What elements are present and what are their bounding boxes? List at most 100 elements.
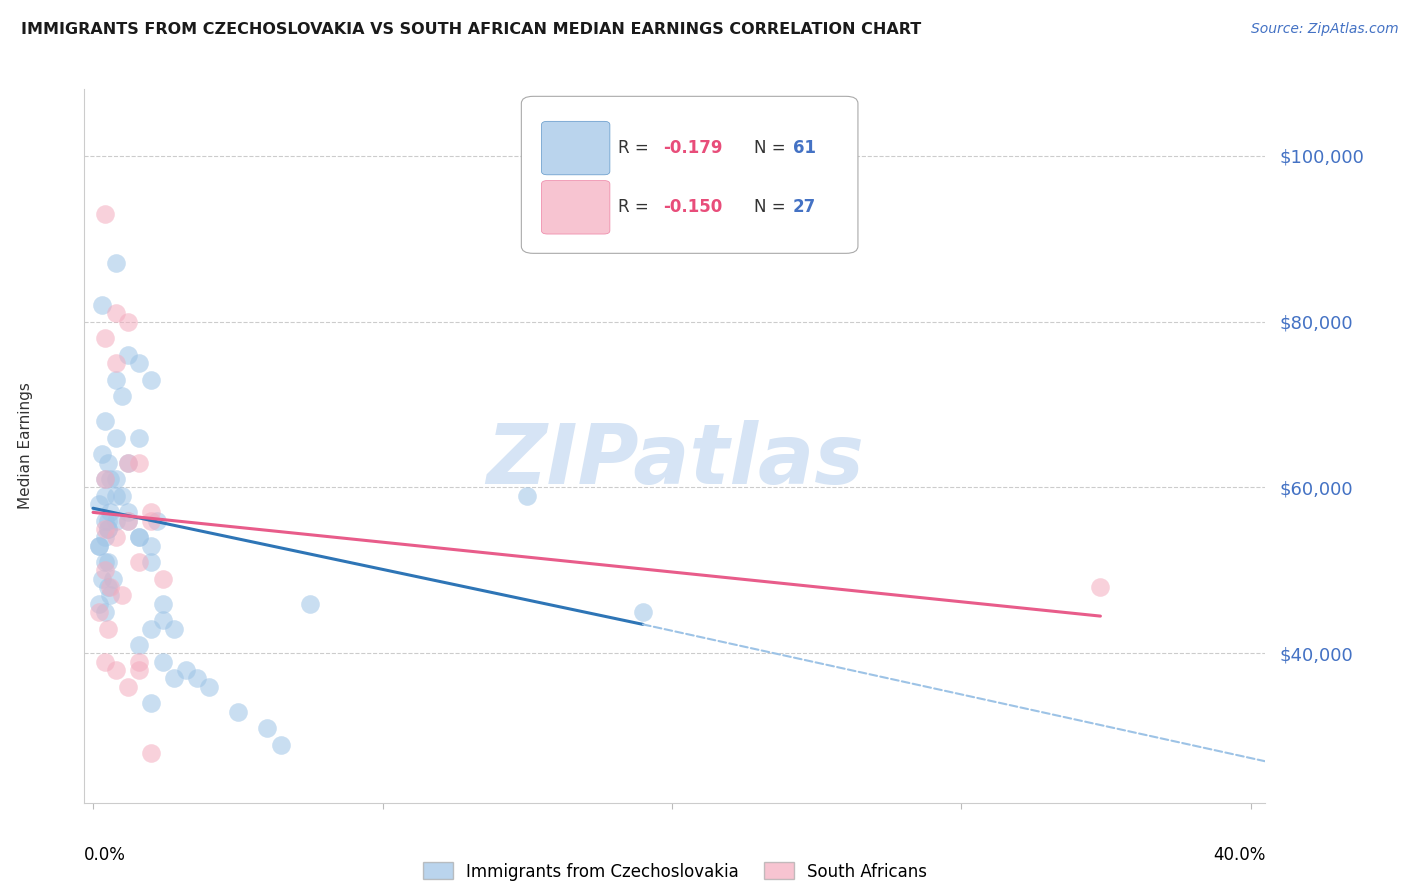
Point: [93, 564, 115, 578]
Point: [128, 530, 150, 544]
FancyBboxPatch shape: [541, 121, 610, 175]
Point: [152, 613, 174, 627]
Point: [299, 597, 322, 611]
Point: [96, 580, 118, 594]
Point: [152, 597, 174, 611]
Point: [93, 514, 115, 528]
Point: [111, 489, 134, 503]
Point: [198, 680, 221, 694]
Point: [87, 605, 110, 619]
Point: [117, 514, 139, 528]
Point: [105, 530, 128, 544]
Text: N =: N =: [754, 198, 792, 216]
Text: ZIPatlas: ZIPatlas: [486, 420, 863, 500]
Point: [100, 505, 122, 519]
Point: [256, 721, 278, 735]
Point: [145, 514, 167, 528]
Text: -0.179: -0.179: [664, 139, 723, 157]
Point: [105, 431, 128, 445]
Text: -0.150: -0.150: [664, 198, 723, 216]
Point: [93, 489, 115, 503]
Point: [93, 605, 115, 619]
Text: N =: N =: [754, 139, 792, 157]
Text: R =: R =: [619, 198, 654, 216]
Text: 0.0%: 0.0%: [84, 846, 127, 863]
Text: 61: 61: [793, 139, 815, 157]
FancyBboxPatch shape: [522, 96, 858, 253]
Point: [186, 671, 208, 685]
Point: [128, 663, 150, 677]
Point: [103, 572, 125, 586]
Text: R =: R =: [619, 139, 654, 157]
Point: [270, 738, 292, 752]
Point: [128, 638, 150, 652]
Point: [100, 588, 122, 602]
Point: [139, 505, 162, 519]
Point: [93, 472, 115, 486]
Point: [117, 314, 139, 328]
Point: [139, 696, 162, 710]
Point: [96, 514, 118, 528]
Point: [117, 348, 139, 362]
Point: [90, 447, 112, 461]
Point: [105, 472, 128, 486]
Point: [90, 298, 112, 312]
Point: [174, 663, 197, 677]
Point: [100, 472, 122, 486]
Point: [111, 389, 134, 403]
Point: [111, 588, 134, 602]
Point: [87, 597, 110, 611]
Point: [163, 671, 186, 685]
Text: IMMIGRANTS FROM CZECHOSLOVAKIA VS SOUTH AFRICAN MEDIAN EARNINGS CORRELATION CHAR: IMMIGRANTS FROM CZECHOSLOVAKIA VS SOUTH …: [21, 22, 921, 37]
Point: [117, 456, 139, 470]
Point: [139, 539, 162, 553]
FancyBboxPatch shape: [541, 180, 610, 234]
Point: [128, 530, 150, 544]
Point: [105, 256, 128, 270]
Point: [516, 489, 538, 503]
Point: [93, 522, 115, 536]
Legend: Immigrants from Czechoslovakia, South Africans: Immigrants from Czechoslovakia, South Af…: [416, 855, 934, 888]
Point: [96, 555, 118, 569]
Point: [139, 373, 162, 387]
Point: [93, 414, 115, 428]
Point: [128, 655, 150, 669]
Point: [128, 456, 150, 470]
Point: [87, 539, 110, 553]
Point: [105, 356, 128, 370]
Point: [117, 505, 139, 519]
Point: [1090, 580, 1112, 594]
Text: 40.0%: 40.0%: [1213, 846, 1265, 863]
Point: [128, 555, 150, 569]
Point: [139, 746, 162, 760]
Point: [87, 539, 110, 553]
Point: [139, 555, 162, 569]
Point: [87, 497, 110, 511]
Point: [93, 655, 115, 669]
Point: [117, 456, 139, 470]
Point: [96, 456, 118, 470]
Text: Median Earnings: Median Earnings: [18, 383, 32, 509]
Point: [163, 622, 186, 636]
Point: [226, 705, 249, 719]
Point: [105, 663, 128, 677]
Point: [139, 514, 162, 528]
Point: [128, 356, 150, 370]
Point: [105, 489, 128, 503]
Point: [93, 331, 115, 345]
Point: [117, 680, 139, 694]
Point: [105, 514, 128, 528]
Point: [96, 522, 118, 536]
Point: [96, 522, 118, 536]
Point: [93, 530, 115, 544]
Point: [128, 431, 150, 445]
Point: [100, 580, 122, 594]
Point: [90, 572, 112, 586]
Point: [105, 373, 128, 387]
Point: [631, 605, 654, 619]
Point: [139, 622, 162, 636]
Point: [117, 514, 139, 528]
Point: [105, 306, 128, 320]
Point: [93, 207, 115, 221]
Text: 27: 27: [793, 198, 817, 216]
